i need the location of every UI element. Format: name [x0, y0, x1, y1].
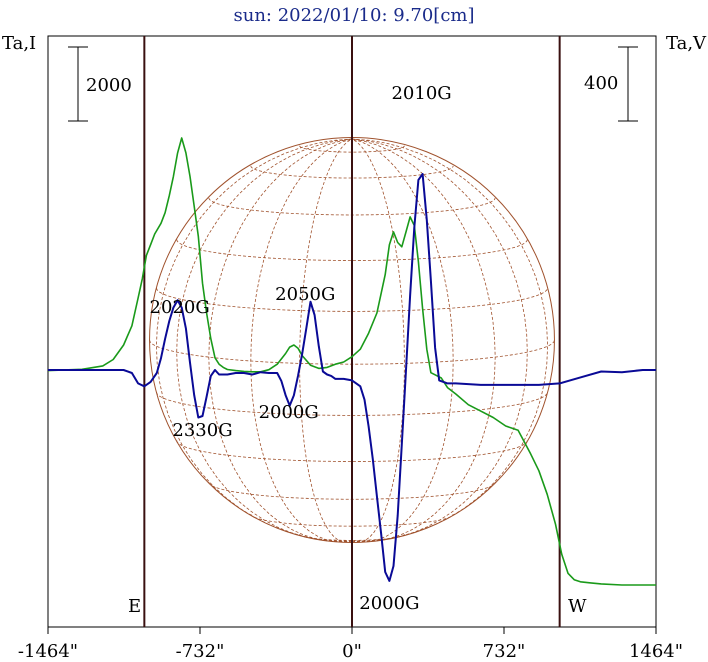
meridian-line — [351, 138, 528, 542]
annotation-label: 2330G — [172, 420, 232, 441]
series-layer — [47, 137, 656, 586]
meridian-line — [299, 138, 353, 543]
left-axis-label: Ta,I — [2, 33, 36, 54]
polarization-series-line — [48, 173, 656, 582]
parallel-line — [176, 440, 528, 462]
meridian-line — [351, 138, 549, 542]
x-tick-label: 1464" — [629, 641, 683, 662]
parallel-line — [299, 145, 405, 153]
left-scale-bar-label: 2000 — [86, 75, 132, 96]
meridian-line — [351, 138, 496, 543]
x-tick-label: 0" — [342, 641, 362, 662]
x-tick-label: 732" — [483, 641, 526, 662]
x-tick-label: -1464" — [18, 641, 78, 662]
limb-markers — [143, 36, 561, 627]
annotations: 2020G 2330G 2050G 2000G 2010G 2000G — [150, 83, 452, 614]
x-tick-label: -732" — [176, 641, 225, 662]
meridian-line — [155, 138, 353, 542]
meridian-line — [176, 138, 353, 542]
limb-label-west: W — [568, 596, 587, 617]
chart-title: sun: 2022/01/10: 9.70[cm] — [233, 5, 474, 26]
parallel-line — [250, 513, 454, 527]
annotation-label: 2050G — [275, 284, 335, 305]
right-axis-label: Ta,V — [666, 33, 707, 54]
right-scale-bar: 400 — [584, 46, 638, 122]
parallel-line — [299, 534, 405, 541]
x-axis-ticks: -1464" -732" 0" 732" 1464" — [18, 627, 683, 662]
annotation-label: 2000G — [359, 593, 419, 614]
intensity-series-line — [47, 137, 656, 586]
meridian-line — [351, 138, 405, 543]
limb-label-east: E — [128, 596, 141, 617]
right-scale-bar-label: 400 — [584, 73, 618, 94]
annotation-label: 2010G — [391, 83, 451, 104]
annotation-label: 2000G — [259, 402, 319, 423]
parallel-line — [250, 165, 454, 179]
left-scale-bar: 2000 — [68, 46, 132, 122]
meridian-line — [351, 138, 454, 543]
meridian-line — [250, 138, 353, 543]
annotation-label: 2020G — [150, 297, 210, 318]
meridian-line — [208, 138, 353, 543]
